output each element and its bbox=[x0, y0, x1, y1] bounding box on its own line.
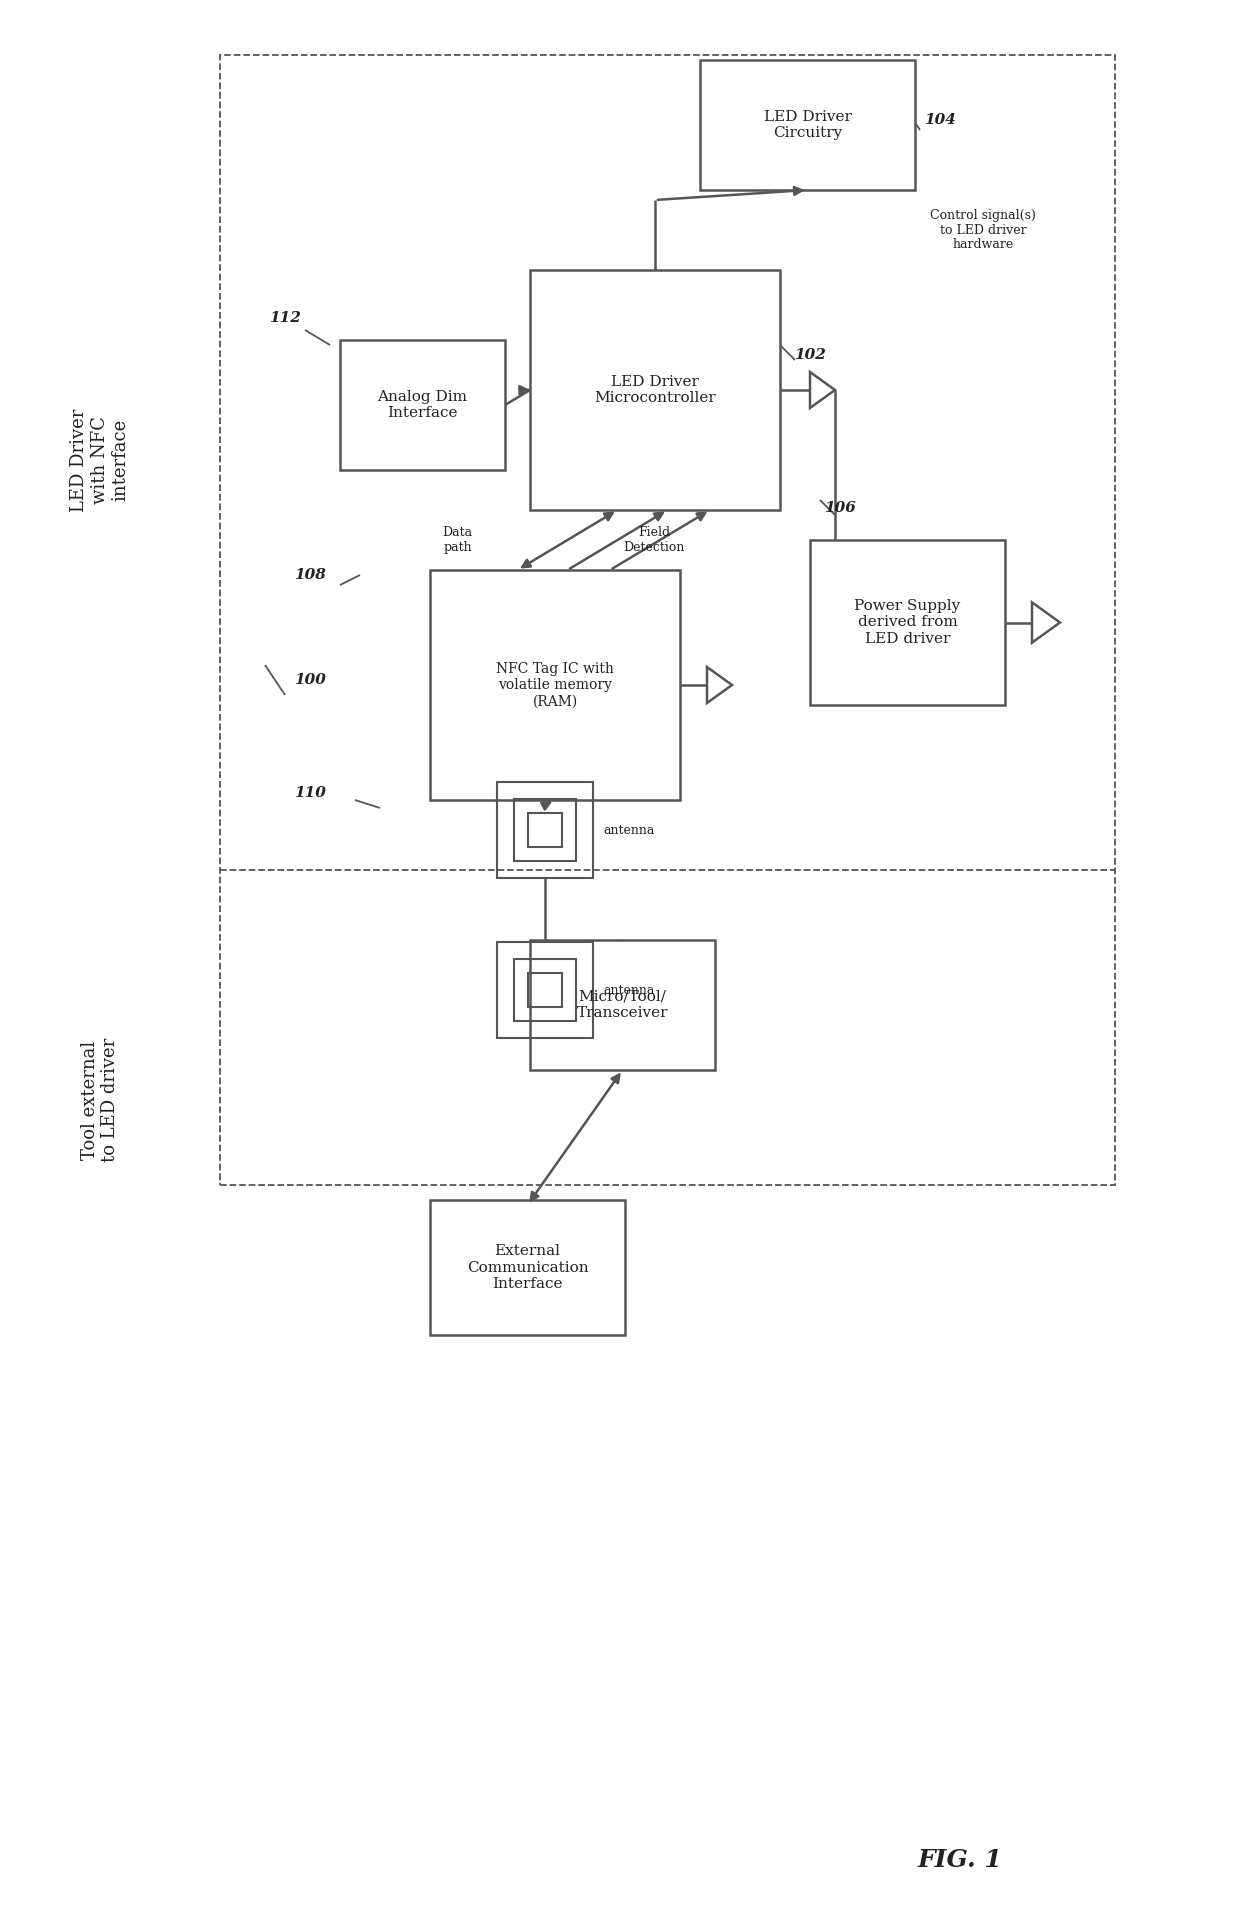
Text: Control signal(s)
to LED driver
hardware: Control signal(s) to LED driver hardware bbox=[930, 208, 1035, 252]
Text: antenna: antenna bbox=[603, 983, 655, 996]
Text: 104: 104 bbox=[924, 113, 956, 128]
Text: 100: 100 bbox=[294, 674, 326, 687]
Bar bbox=[529, 939, 715, 1071]
Text: LED Driver
with NFC
interface: LED Driver with NFC interface bbox=[71, 409, 130, 512]
Text: 102: 102 bbox=[794, 347, 826, 363]
Text: 106: 106 bbox=[825, 500, 856, 515]
Text: Micro/Tool/
Transceiver: Micro/Tool/ Transceiver bbox=[577, 991, 668, 1019]
Text: Power Supply
derived from
LED driver: Power Supply derived from LED driver bbox=[854, 599, 961, 645]
Bar bbox=[513, 798, 577, 861]
Text: NFC Tag IC with
volatile memory
(RAM): NFC Tag IC with volatile memory (RAM) bbox=[496, 662, 614, 708]
Text: Field
Detection: Field Detection bbox=[624, 527, 686, 554]
Bar bbox=[528, 813, 562, 848]
Text: External
Communication
Interface: External Communication Interface bbox=[466, 1245, 588, 1290]
Bar bbox=[497, 941, 593, 1038]
Bar bbox=[497, 783, 593, 878]
Bar bbox=[430, 571, 680, 800]
Text: LED Driver
Circuitry: LED Driver Circuitry bbox=[764, 111, 852, 139]
Text: 112: 112 bbox=[269, 311, 301, 325]
Text: Data
path: Data path bbox=[443, 527, 472, 554]
Bar bbox=[528, 974, 562, 1006]
Bar bbox=[430, 1201, 625, 1334]
Bar bbox=[810, 540, 1004, 704]
Text: 110: 110 bbox=[294, 787, 326, 800]
Bar bbox=[219, 55, 1115, 1185]
Text: FIG. 1: FIG. 1 bbox=[918, 1848, 1002, 1873]
Text: Tool external
to LED driver: Tool external to LED driver bbox=[81, 1038, 119, 1163]
Bar bbox=[529, 269, 780, 510]
Text: 108: 108 bbox=[294, 569, 326, 582]
Text: antenna: antenna bbox=[603, 823, 655, 836]
Text: LED Driver
Microcontroller: LED Driver Microcontroller bbox=[594, 374, 715, 405]
Bar bbox=[701, 59, 915, 191]
Bar bbox=[513, 958, 577, 1021]
Text: Analog Dim
Interface: Analog Dim Interface bbox=[377, 389, 467, 420]
Bar bbox=[340, 340, 505, 470]
